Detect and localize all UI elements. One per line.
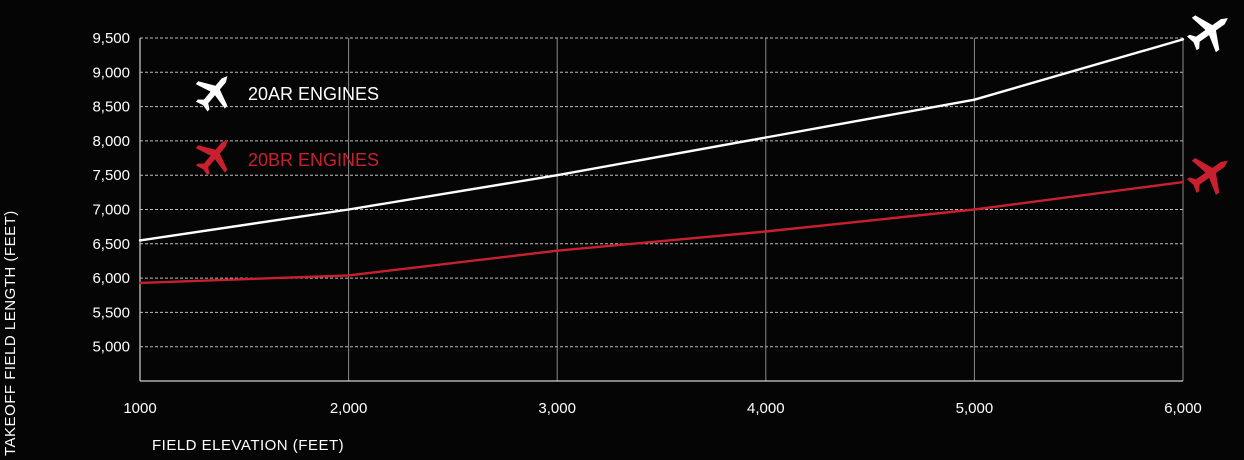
data-point	[1181, 38, 1185, 41]
gridlines	[140, 37, 1184, 381]
data-point	[347, 274, 350, 277]
data-point	[764, 136, 767, 139]
x-tick-label: 5,000	[956, 400, 994, 417]
y-tick-label: 9,500	[92, 30, 130, 47]
y-tick-label: 8,000	[92, 133, 130, 150]
data-point	[556, 174, 559, 177]
x-tick-label: 6,000	[1164, 400, 1202, 417]
x-tick-label: 3,000	[538, 400, 576, 417]
y-tick-label: 6,000	[92, 270, 130, 287]
y-tick-label: 9,000	[92, 64, 130, 81]
data-point	[764, 230, 767, 233]
y-tick-label: 6,500	[92, 236, 130, 253]
airplane-icon	[1179, 0, 1240, 61]
legend: 20AR ENGINES 20BR ENGINES	[187, 63, 379, 183]
y-tick-label: 7,500	[92, 167, 130, 184]
airplane-icon	[1179, 143, 1240, 204]
series-lines	[138, 0, 1240, 285]
airplane-icon	[187, 127, 242, 183]
y-tick-label: 8,500	[92, 99, 130, 116]
legend-label-20ar: 20AR ENGINES	[248, 84, 379, 104]
data-point	[138, 281, 142, 285]
axes	[139, 38, 1183, 382]
legend-label-20br: 20BR ENGINES	[248, 150, 379, 170]
x-tick-label: 1000	[123, 400, 156, 417]
y-axis-title: TAKEOFF FIELD LENGTH (FEET)	[2, 210, 19, 456]
y-tick-label: 5,000	[92, 339, 130, 356]
legend-item-20ar: 20AR ENGINES	[187, 63, 379, 119]
data-point	[138, 239, 142, 242]
series-line-20ar	[139, 38, 1184, 242]
x-tick-label: 4,000	[747, 400, 785, 417]
y-tick-label: 7,000	[92, 202, 130, 219]
data-point	[973, 98, 976, 101]
data-point	[1181, 180, 1185, 184]
x-tick-label: 2,000	[330, 400, 368, 417]
x-axis-title: FIELD ELEVATION (FEET)	[152, 437, 344, 454]
legend-item-20br: 20BR ENGINES	[187, 127, 379, 183]
data-point	[973, 208, 976, 211]
data-point	[556, 249, 559, 252]
y-tick-label: 5,500	[92, 304, 130, 321]
tick-labels: 5,000 5,500 6,000 6,500 7,000 7,500 8,000 8,500…	[92, 30, 1201, 417]
data-point	[347, 208, 350, 211]
series-line-20br	[139, 180, 1184, 285]
